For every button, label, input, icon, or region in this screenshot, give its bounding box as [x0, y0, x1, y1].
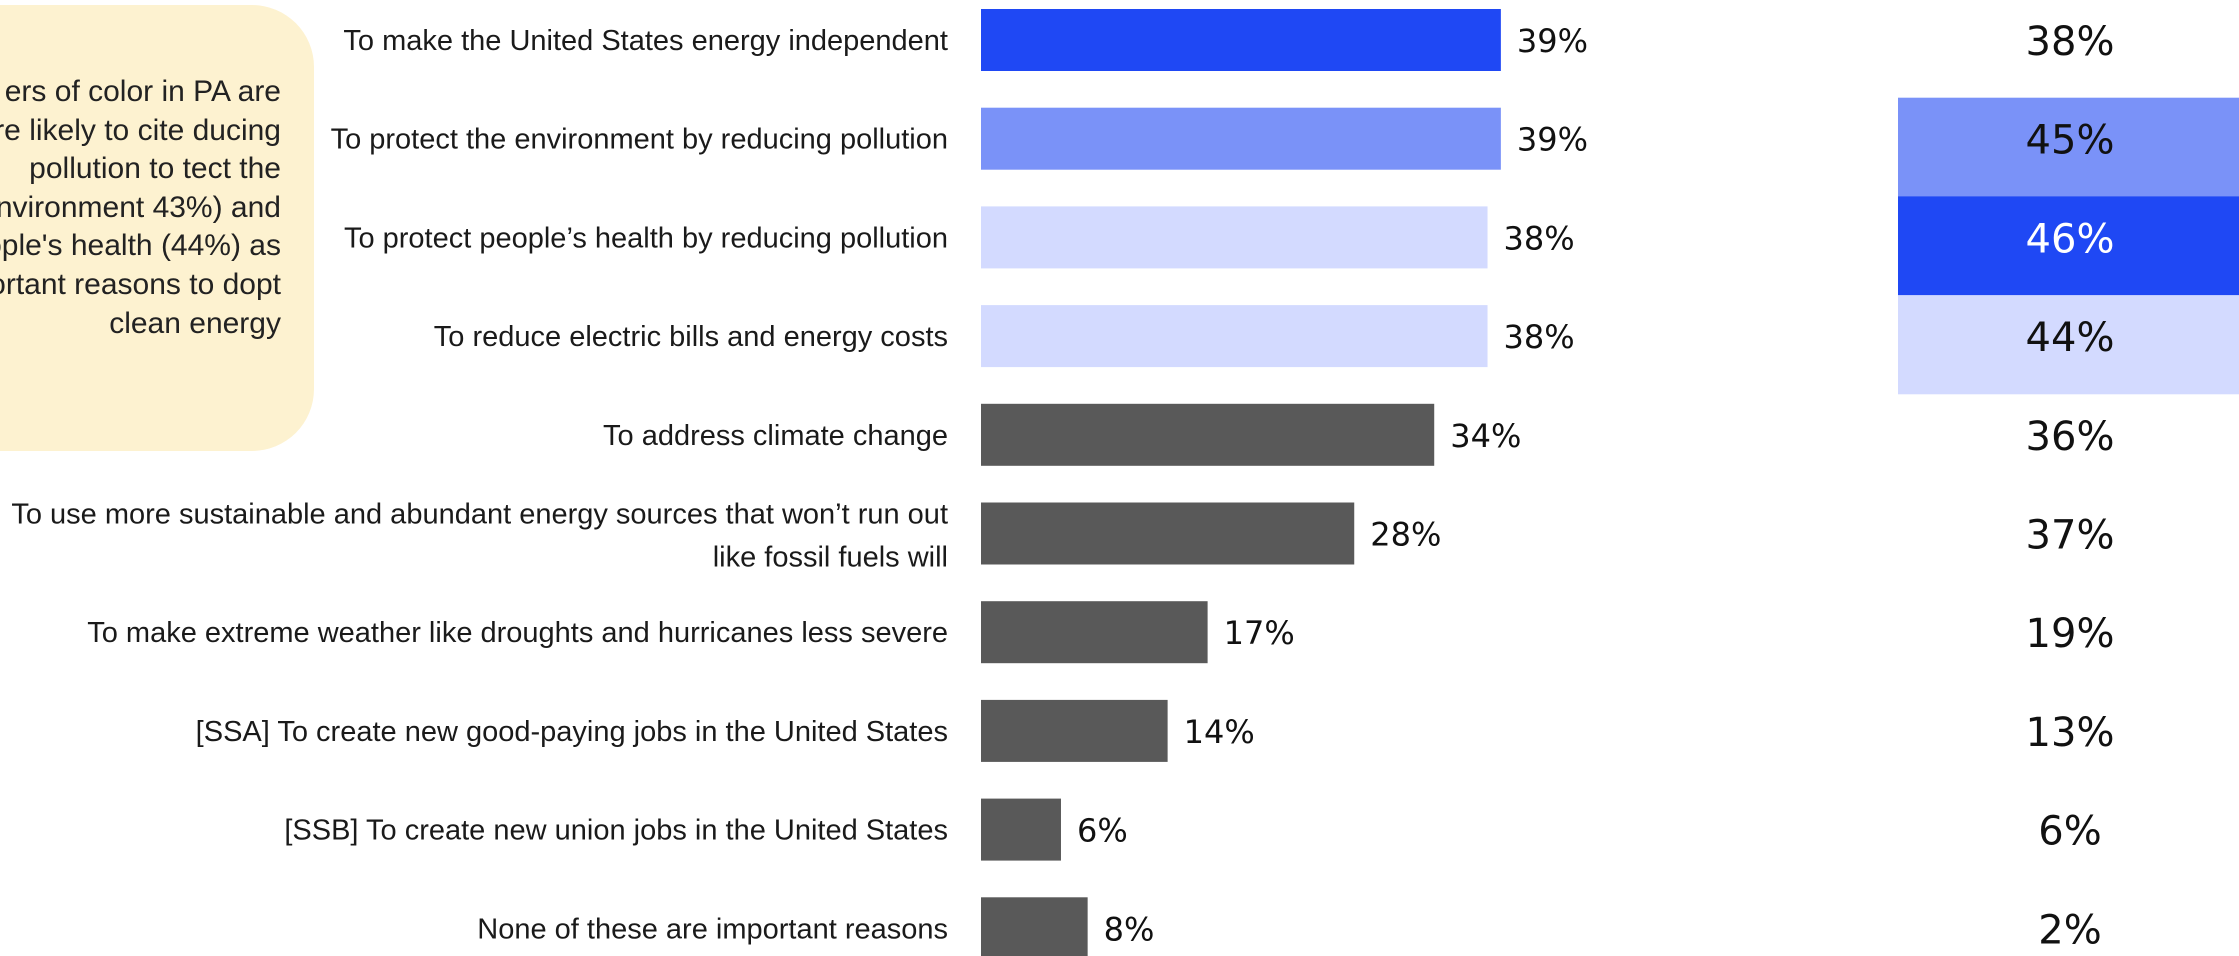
- comparison-value-10: 2%: [2038, 907, 2101, 953]
- value-label-9: 6%: [1077, 812, 1128, 850]
- category-label-9: [SSB] To create new union jobs in the Un…: [284, 815, 948, 847]
- bar-10: [981, 897, 1088, 956]
- bar-7: [981, 601, 1208, 664]
- bar-2: [981, 107, 1501, 170]
- callout-text: ers of color in PA are more likely to ci…: [0, 75, 281, 340]
- value-label-7: 17%: [1224, 614, 1295, 652]
- value-label-5: 34%: [1450, 417, 1521, 455]
- comparison-cell-2: [1898, 97, 2239, 197]
- value-label-2: 39%: [1517, 121, 1588, 159]
- comparison-value-9: 6%: [2038, 809, 2101, 855]
- value-label-1: 39%: [1517, 22, 1588, 60]
- comparison-value-2: 45%: [2026, 118, 2115, 164]
- bars: 39% To make the United States energy inde…: [11, 9, 1588, 956]
- bar-8: [981, 699, 1168, 762]
- comparison-cells: 38% 45% 46% 44% 36% 37% 19% 13% 6% 2%: [1898, 19, 2239, 953]
- category-label-2: To protect the environment by reducing p…: [331, 124, 948, 156]
- bar-9: [981, 798, 1061, 861]
- value-label-4: 38%: [1504, 318, 1575, 356]
- bar-6: [981, 502, 1355, 565]
- comparison-value-3: 46%: [2026, 216, 2115, 262]
- category-label-1: To make the United States energy indepen…: [343, 25, 948, 57]
- comparison-cell-4: [1898, 295, 2239, 395]
- comparison-value-1: 38%: [2026, 19, 2115, 65]
- category-label-10: None of these are important reasons: [477, 913, 948, 945]
- comparison-value-4: 44%: [2026, 315, 2115, 361]
- value-label-10: 8%: [1104, 910, 1155, 948]
- bar-5: [981, 403, 1435, 466]
- callout-box: ers of color in PA are more likely to ci…: [0, 5, 314, 451]
- value-label-3: 38%: [1504, 219, 1575, 257]
- comparison-value-6: 37%: [2026, 513, 2115, 559]
- comparison-value-5: 36%: [2026, 414, 2115, 460]
- comparison-value-7: 19%: [2026, 611, 2115, 657]
- comparison-value-8: 13%: [2026, 710, 2115, 756]
- bar-4: [981, 305, 1488, 368]
- category-label-8: [SSA] To create new good-paying jobs in …: [196, 716, 948, 748]
- value-label-8: 14%: [1184, 713, 1255, 751]
- value-label-6: 28%: [1370, 516, 1441, 554]
- bar-3: [981, 206, 1488, 269]
- category-label-7: To make extreme weather like droughts an…: [87, 617, 948, 649]
- bar-1: [981, 9, 1501, 71]
- comparison-cell-3: [1898, 196, 2239, 296]
- category-label-4: To reduce electric bills and energy cost…: [434, 321, 948, 353]
- category-label-5: To address climate change: [603, 420, 948, 452]
- category-label-6: To use more sustainable and abundant ene…: [11, 499, 948, 574]
- category-label-3: To protect people’s health by reducing p…: [344, 222, 948, 254]
